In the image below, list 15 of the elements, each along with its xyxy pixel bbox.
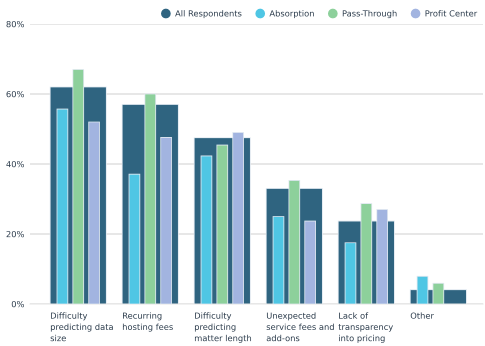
x-tick-label: Lack of transparency into pricing — [338, 312, 393, 343]
x-tick-label: Difficulty predicting data size — [50, 312, 113, 342]
legend-label: All Respondents — [175, 10, 242, 18]
y-tick-label: 20% — [6, 230, 24, 238]
x-tick-label: Difficulty predicting matter length — [194, 312, 252, 343]
y-tick-label: 60% — [6, 90, 24, 98]
y-tick-label: 40% — [6, 160, 24, 168]
legend-label: Profit Center — [426, 10, 478, 17]
x-tick-label: Recurring hosting fees — [122, 312, 173, 332]
legend-label: Pass-Through — [342, 10, 397, 18]
x-tick-label: Other — [410, 312, 434, 319]
x-tick-label: Unexpected service fees and add-ons — [266, 312, 334, 342]
legend-label: Absorption — [269, 10, 314, 18]
y-tick-label: 0% — [12, 300, 24, 308]
y-tick-label: 80% — [6, 20, 24, 28]
